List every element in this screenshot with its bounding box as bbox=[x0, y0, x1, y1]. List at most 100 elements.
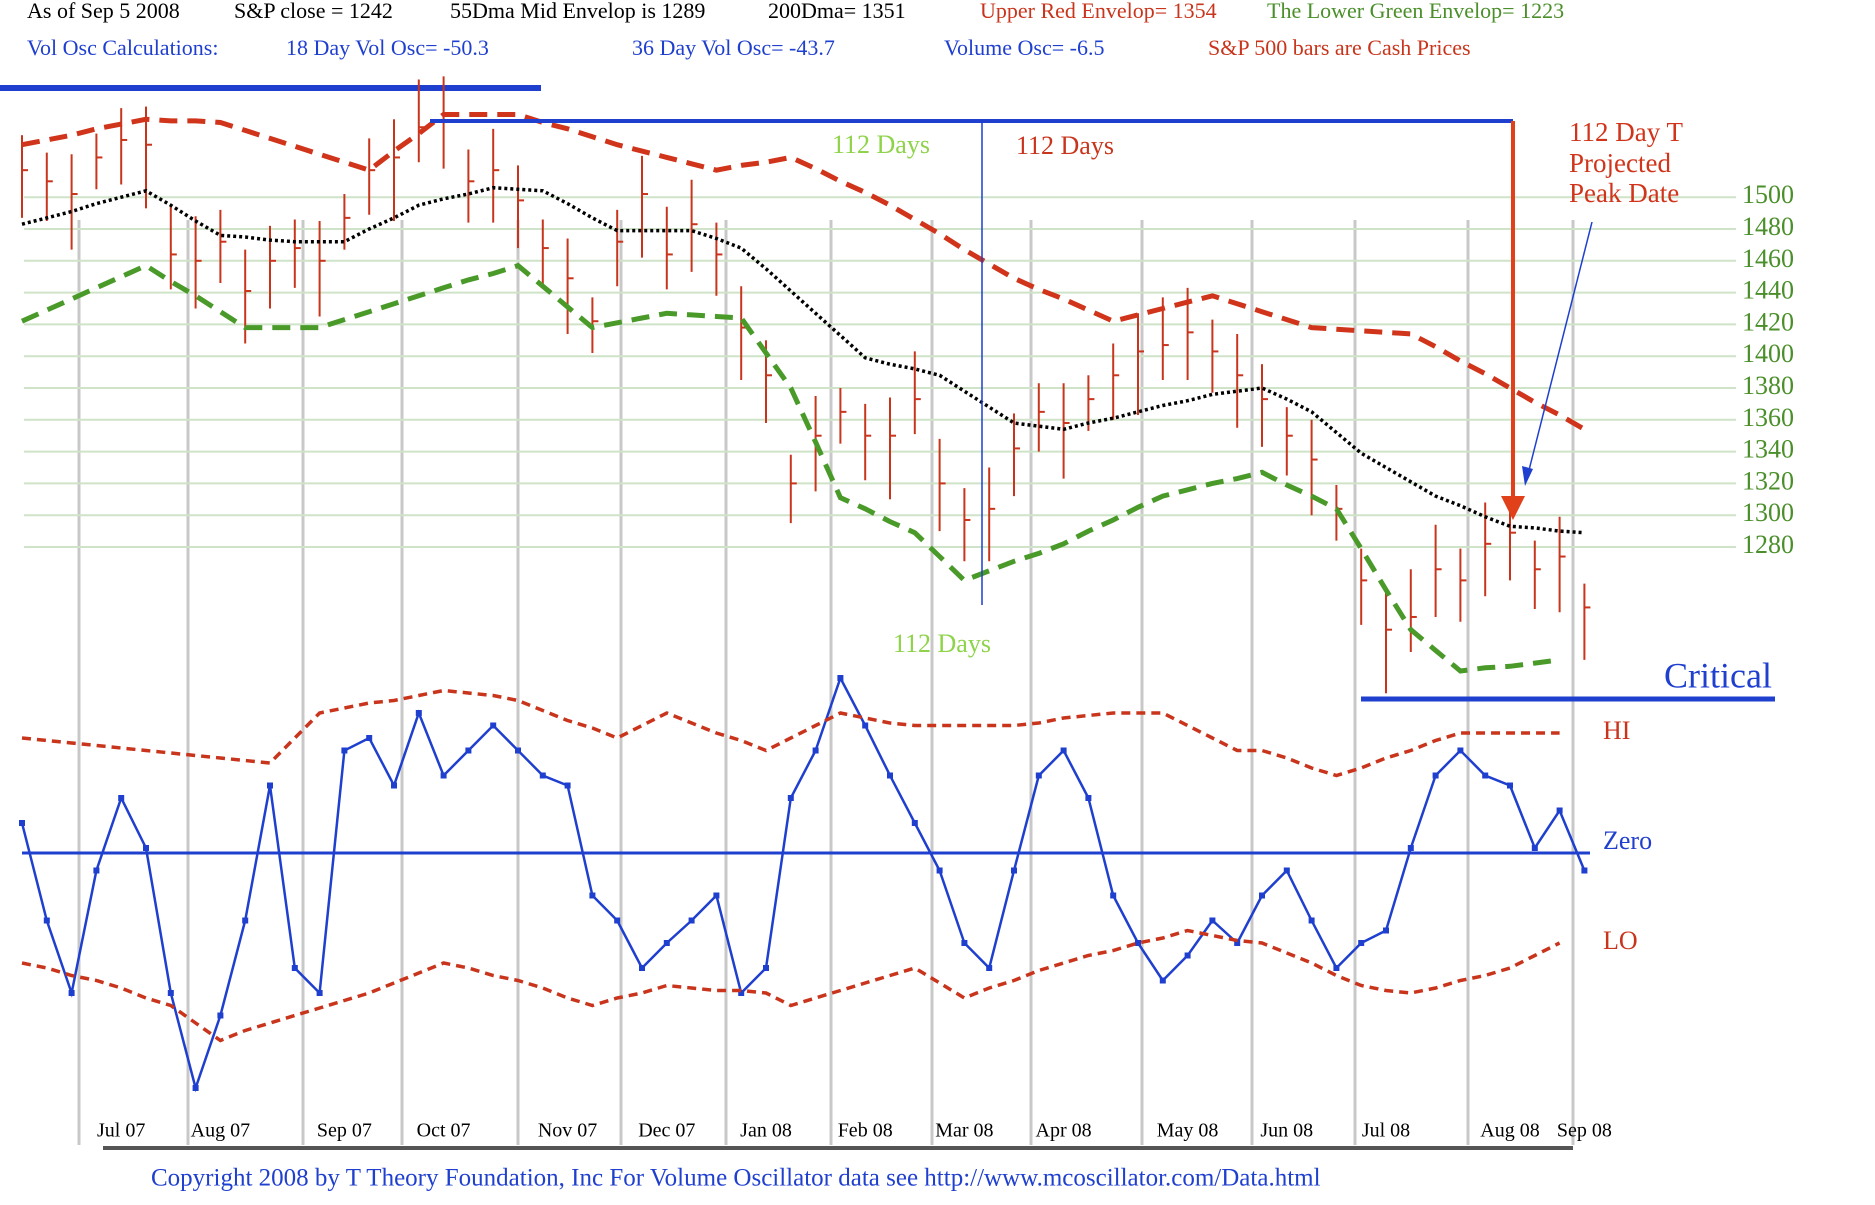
y-tick-label: 1320 bbox=[1742, 466, 1794, 495]
osc-point bbox=[812, 747, 819, 754]
header-text: 55Dma Mid Envelop is 1289 bbox=[450, 0, 705, 23]
y-tick-label: 1500 bbox=[1742, 180, 1794, 209]
osc-point bbox=[1234, 940, 1241, 946]
x-tick-label: Aug 07 bbox=[191, 1120, 250, 1142]
x-tick-label: Sep 07 bbox=[317, 1120, 372, 1142]
osc-point bbox=[539, 772, 546, 779]
osc-point bbox=[19, 820, 25, 826]
osc-point bbox=[614, 917, 621, 924]
y-tick-label: 1440 bbox=[1742, 276, 1794, 305]
osc-point bbox=[663, 940, 670, 946]
osc-point bbox=[316, 990, 323, 996]
osc-point bbox=[1482, 772, 1489, 779]
y-tick-label: 1420 bbox=[1742, 307, 1794, 336]
osc-point bbox=[911, 820, 918, 826]
y-tick-label: 1280 bbox=[1742, 530, 1794, 559]
header-text: Upper Red Envelop= 1354 bbox=[980, 0, 1217, 23]
series-label: LO bbox=[1603, 926, 1638, 955]
y-tick-label: 1300 bbox=[1742, 498, 1794, 527]
pointer-arrow bbox=[1526, 221, 1593, 479]
osc-point bbox=[1135, 940, 1141, 946]
x-tick-label: Dec 07 bbox=[638, 1120, 695, 1142]
x-tick-label: May 08 bbox=[1157, 1120, 1219, 1142]
copyright: Copyright 2008 by T Theory Foundation, I… bbox=[151, 1165, 1321, 1192]
header-text: The Lower Green Envelop= 1223 bbox=[1267, 0, 1564, 23]
osc-point bbox=[1011, 867, 1017, 874]
y-tick-label: 1340 bbox=[1742, 435, 1794, 464]
pointer-arrow-head bbox=[1522, 466, 1533, 486]
osc-point bbox=[936, 867, 943, 874]
x-tick-label: Mar 08 bbox=[935, 1120, 993, 1142]
osc-point bbox=[1060, 747, 1067, 754]
osc-point bbox=[93, 867, 100, 874]
header-text: 18 Day Vol Osc= -50.3 bbox=[286, 35, 489, 60]
osc-point bbox=[1259, 892, 1265, 899]
osc-point bbox=[589, 892, 596, 899]
annotation: Peak Date bbox=[1569, 178, 1679, 208]
header-rule bbox=[0, 85, 541, 91]
x-tick-label: Sep 08 bbox=[1557, 1120, 1612, 1142]
series-line bbox=[21, 112, 1586, 432]
osc-point bbox=[143, 845, 149, 851]
x-tick-label: Apr 08 bbox=[1036, 1120, 1092, 1142]
osc-point bbox=[1333, 965, 1340, 971]
osc-point bbox=[1531, 845, 1538, 851]
y-tick-label: 1400 bbox=[1742, 339, 1794, 368]
osc-point bbox=[1085, 795, 1092, 801]
osc-point bbox=[391, 782, 397, 789]
annotation: Critical bbox=[1664, 655, 1772, 695]
x-tick-label: Jun 08 bbox=[1260, 1120, 1313, 1142]
x-tick-label: Jul 08 bbox=[1362, 1120, 1410, 1142]
series-line bbox=[20, 262, 1560, 674]
osc-point bbox=[1383, 927, 1389, 934]
series-line bbox=[21, 688, 1560, 778]
osc-point bbox=[887, 772, 893, 779]
osc-point bbox=[787, 795, 794, 801]
osc-point bbox=[1457, 747, 1464, 754]
osc-point bbox=[1407, 845, 1414, 851]
y-tick-label: 1480 bbox=[1742, 212, 1794, 241]
osc-point bbox=[291, 965, 298, 971]
osc-point bbox=[1110, 892, 1117, 899]
osc-point bbox=[688, 917, 695, 924]
header-text: S&P close = 1242 bbox=[234, 0, 393, 23]
osc-point bbox=[1556, 807, 1563, 814]
osc-point bbox=[1159, 977, 1166, 984]
osc-point bbox=[68, 990, 75, 996]
y-tick-label: 1460 bbox=[1742, 244, 1794, 273]
osc-point bbox=[341, 747, 348, 754]
osc-point bbox=[1283, 867, 1290, 874]
osc-point bbox=[961, 940, 968, 946]
y-tick-label: Zero bbox=[1603, 826, 1652, 855]
osc-point bbox=[465, 747, 472, 754]
x-tick-label: Oct 07 bbox=[417, 1120, 471, 1142]
annotation: 112 Days bbox=[832, 130, 930, 159]
x-tick-label: Feb 08 bbox=[838, 1120, 893, 1142]
annotation: 112 Day T bbox=[1569, 117, 1683, 147]
series-line bbox=[20, 674, 1586, 1093]
osc-point bbox=[440, 772, 447, 779]
osc-point bbox=[267, 782, 273, 789]
osc-point bbox=[515, 747, 521, 754]
osc-point bbox=[415, 710, 422, 716]
osc-point bbox=[167, 990, 174, 996]
x-tick-label: Jul 07 bbox=[97, 1120, 145, 1142]
y-tick-label: 1380 bbox=[1742, 371, 1794, 400]
annotation: 112 Days bbox=[893, 629, 991, 658]
osc-point bbox=[1035, 772, 1042, 779]
osc-point bbox=[564, 782, 571, 789]
osc-point bbox=[490, 722, 497, 729]
osc-point bbox=[1432, 772, 1439, 779]
header-text: Volume Osc= -6.5 bbox=[944, 35, 1105, 60]
osc-point bbox=[1308, 917, 1315, 924]
osc-point bbox=[763, 965, 769, 971]
osc-point bbox=[1507, 782, 1513, 789]
osc-point bbox=[837, 675, 844, 681]
x-tick-label: Aug 08 bbox=[1480, 1120, 1539, 1142]
x-tick-label: Nov 07 bbox=[538, 1120, 597, 1142]
osc-point bbox=[1184, 952, 1191, 959]
header-text: Vol Osc Calculations: bbox=[27, 35, 218, 60]
osc-point bbox=[1581, 867, 1588, 874]
osc-point bbox=[43, 917, 50, 924]
peak-arrow-head bbox=[1501, 496, 1525, 520]
